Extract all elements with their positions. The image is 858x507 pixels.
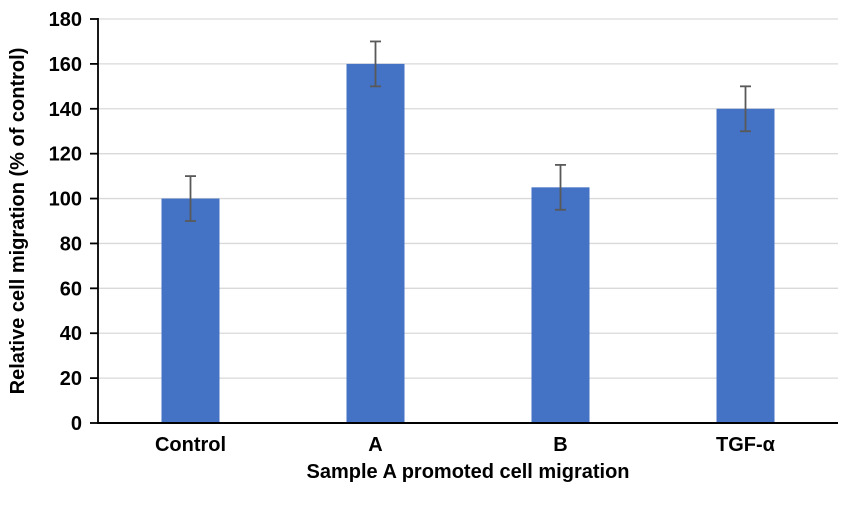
error-bar [185,175,196,222]
x-axis-title: Sample A promoted cell migration [306,461,629,483]
y-tick-label: 0 [71,413,82,435]
y-tick-label: 100 [49,189,82,211]
x-category-label: B [553,434,567,456]
y-tick-label: 80 [60,233,82,255]
bar [346,63,405,424]
y-tick-label: 160 [49,54,82,76]
y-tick-label: 60 [60,278,82,300]
error-bar [555,163,566,211]
bar-series [161,63,775,424]
y-tick-label: 140 [49,99,82,121]
error-bars [185,40,751,222]
error-bar [370,40,381,88]
x-category-label: Control [155,434,226,456]
gridlines [98,18,838,379]
error-bar [740,85,751,133]
x-category-label: A [368,434,382,456]
y-axis-ticks [90,18,98,424]
y-tick-label: 120 [49,144,82,166]
bar [716,108,775,424]
x-category-label: TGF-α [716,434,776,456]
bar [161,198,220,423]
y-tick-label: 180 [49,9,82,31]
bar [531,187,590,423]
y-axis-title: Relative cell migration (% of control) [7,48,29,395]
x-category-labels: Control A B TGF-α [155,434,776,456]
y-tick-label: 40 [60,323,82,345]
y-axis-tick-labels: 0 20 40 60 80 100 120 140 160 180 [49,9,82,435]
y-tick-label: 20 [60,368,82,390]
